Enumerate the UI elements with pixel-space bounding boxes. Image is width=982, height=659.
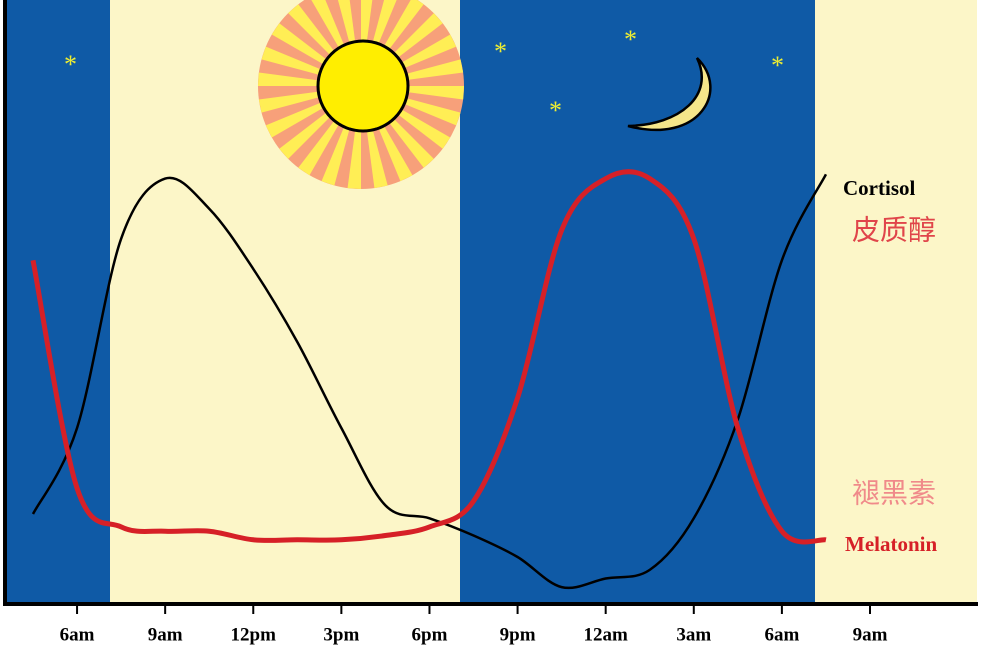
legend-label: Cortisol (843, 176, 915, 200)
svg-text:*: * (64, 50, 77, 79)
stars: * * * * * (64, 25, 784, 125)
x-tick-label: 3am (676, 624, 711, 645)
svg-text:*: * (771, 51, 784, 80)
x-tick-label: 12pm (231, 624, 277, 645)
series-line (31, 173, 828, 590)
annotation: 褪黑素 (852, 477, 936, 509)
x-tick-label: 9pm (500, 624, 536, 645)
x-tick-label: 6am (60, 624, 95, 645)
sun (258, 0, 464, 189)
x-tick-label: 6pm (412, 624, 448, 645)
x-tick-label: 6am (764, 624, 799, 645)
x-tick-label: 3pm (323, 624, 359, 645)
svg-text:*: * (494, 37, 507, 66)
legend-label: Melatonin (845, 532, 937, 556)
svg-text:*: * (624, 25, 637, 54)
night-band (460, 0, 815, 603)
svg-text:*: * (549, 96, 562, 125)
night-band (5, 0, 110, 603)
x-tick-label: 9am (148, 624, 183, 645)
moon (627, 57, 712, 132)
day-band (815, 0, 977, 603)
x-tick-label: 9am (853, 624, 888, 645)
annotation: 皮质醇 (852, 214, 936, 246)
series-line (30, 169, 827, 545)
x-tick-label: 12am (584, 624, 629, 645)
